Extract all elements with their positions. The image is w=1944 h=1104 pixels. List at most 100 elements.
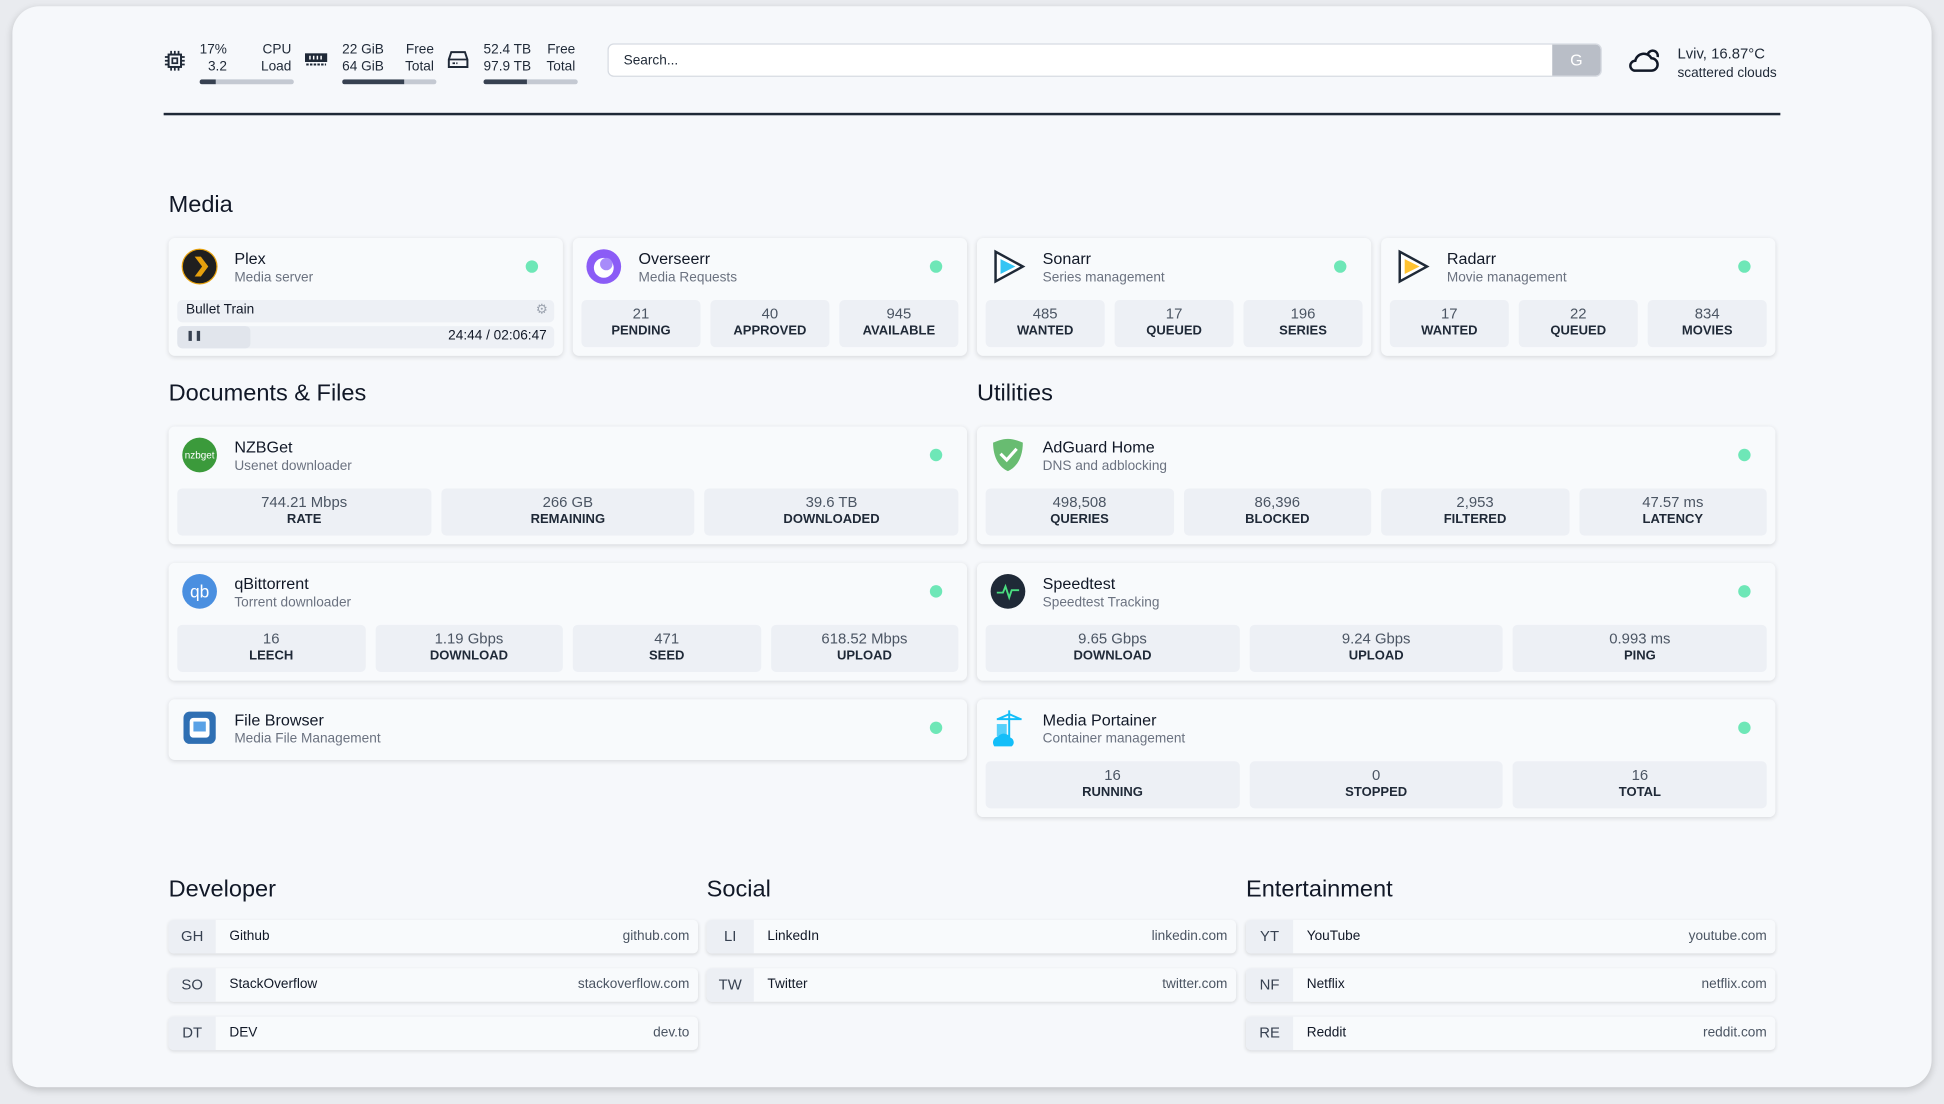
- stat-box: 2,953 FILTERED: [1381, 488, 1569, 536]
- settings-icon[interactable]: ⚙: [535, 302, 548, 318]
- stat-value: 17: [1165, 304, 1183, 323]
- stat-value: 17: [1441, 304, 1458, 323]
- stat-value: 21: [632, 304, 650, 323]
- stat-value: 1.19 Gbps: [434, 629, 504, 648]
- stat-label: LATENCY: [1642, 512, 1704, 527]
- bookmark-name: LinkedIn: [767, 928, 820, 944]
- bookmark-name: Twitter: [767, 976, 808, 992]
- service-card-overseerr[interactable]: Overseerr Media Requests 21 PENDING 40 APPROV…: [572, 238, 968, 356]
- stat-label: MOVIES: [1681, 323, 1733, 339]
- service-card-file-browser[interactable]: File Browser Media File Management: [168, 699, 968, 760]
- stat-value: 39.6 TB: [805, 493, 858, 511]
- bookmark-linkedin[interactable]: LI LinkedIn linkedin.com: [706, 919, 1237, 954]
- service-description: Movie management: [1446, 270, 1567, 286]
- service-name: Sonarr: [1042, 249, 1092, 268]
- service-stats: 16 LEECH 1.19 Gbps DOWNLOAD 471 SEED 618.52 Mb…: [177, 624, 959, 672]
- stat-label: RUNNING: [1082, 784, 1143, 800]
- filebrowser-icon: [181, 709, 218, 746]
- overseerr-icon: [585, 248, 622, 285]
- status-indicator: [1738, 721, 1751, 734]
- stat-value: 945: [886, 304, 912, 323]
- stat-label: SERIES: [1279, 323, 1327, 339]
- stat-label: BLOCKED: [1245, 512, 1310, 527]
- playback-progress[interactable]: ❚❚ 24:44 / 02:06:47: [177, 326, 555, 349]
- stat-label: RATE: [286, 512, 322, 527]
- stat-box: 471 SEED: [572, 624, 761, 672]
- now-playing-title-bar: Bullet Train ⚙: [177, 300, 555, 323]
- stat-box: 22 QUEUED: [1518, 300, 1638, 348]
- stat-value: 16: [262, 629, 280, 648]
- weather-location-temp: Lviv, 16.87°C: [1677, 44, 1766, 62]
- bookmark-dev[interactable]: DT DEV dev.to: [168, 1016, 699, 1051]
- stat-label: APPROVED: [733, 323, 807, 339]
- bookmark-url: reddit.com: [1703, 1025, 1767, 1041]
- stat-box: 9.24 Gbps UPLOAD: [1249, 624, 1504, 672]
- stat-box: 1.19 Gbps DOWNLOAD: [375, 624, 563, 672]
- service-name: AdGuard Home: [1042, 437, 1155, 457]
- search-box: G: [607, 43, 1602, 77]
- stat-label: QUEUED: [1550, 323, 1607, 339]
- service-card-qbittorrent[interactable]: qb qBittorrent Torrent downloader 16 LEECH 1.…: [168, 562, 968, 681]
- stat-label: LEECH: [249, 648, 294, 664]
- stat-box: 945 AVAILABLE: [839, 300, 959, 348]
- disk-free: 52.4 TB: [483, 42, 532, 58]
- plex-icon: [181, 248, 218, 285]
- status-indicator: [1738, 260, 1751, 273]
- bookmark-reddit[interactable]: RE Reddit reddit.com: [1245, 1016, 1776, 1051]
- section-developer: Developer: [168, 876, 276, 903]
- stat-value: 618.52 Mbps: [821, 629, 908, 648]
- stat-label: UPLOAD: [1348, 648, 1404, 664]
- service-description: Usenet downloader: [234, 458, 352, 474]
- bookmark-twitter[interactable]: TW Twitter twitter.com: [706, 968, 1237, 1002]
- service-card-sonarr[interactable]: Sonarr Series management 485 WANTED 17 QUEUED…: [976, 238, 1372, 356]
- service-card-radarr[interactable]: Radarr Movie management 17 WANTED 22 QUEUED 83…: [1381, 238, 1776, 356]
- service-card-nzbget[interactable]: nzbget NZBGet Usenet downloader 744.21 Mbps…: [168, 426, 968, 545]
- service-name: Plex: [234, 249, 266, 268]
- stat-box: 39.6 TB DOWNLOADED: [704, 488, 959, 536]
- service-stats: 21 PENDING 40 APPROVED 945 AVAILABLE: [581, 300, 959, 348]
- bookmark-github[interactable]: GH Github github.com: [168, 919, 699, 954]
- bookmark-stackoverflow[interactable]: SO StackOverflow stackoverflow.com: [168, 968, 699, 1002]
- status-indicator: [929, 721, 943, 734]
- stat-value: 40: [761, 304, 779, 323]
- service-card-plex[interactable]: Plex Media server Bullet Train ⚙ ❚❚ 24:44 / 0…: [168, 238, 563, 356]
- stat-box: 618.52 Mbps UPLOAD: [770, 624, 959, 672]
- bookmark-url: netflix.com: [1701, 976, 1767, 992]
- memory-icon: [304, 53, 328, 66]
- status-indicator: [525, 260, 539, 273]
- service-card-speedtest[interactable]: Speedtest Speedtest Tracking 9.65 Gbps DOWN…: [976, 562, 1776, 681]
- stat-value: 22: [1569, 304, 1587, 323]
- pause-icon[interactable]: ❚❚: [185, 329, 203, 341]
- portainer-icon: [989, 709, 1026, 747]
- stat-label: FILTERED: [1443, 512, 1507, 527]
- stat-box: 17 WANTED: [1389, 300, 1509, 348]
- service-description: Media File Management: [234, 731, 381, 747]
- stat-box: 17 QUEUED: [1114, 300, 1234, 348]
- stat-value: 9.65 Gbps: [1078, 629, 1147, 648]
- disk-free-label: Free: [547, 42, 576, 58]
- stat-value: 0: [1372, 766, 1381, 784]
- stat-box: 9.65 Gbps DOWNLOAD: [985, 624, 1240, 672]
- bookmark-youtube[interactable]: YT YouTube youtube.com: [1245, 919, 1776, 954]
- nzbget-icon: nzbget: [181, 436, 218, 473]
- service-name: File Browser: [234, 710, 324, 730]
- section-entertainment: Entertainment: [1245, 876, 1393, 903]
- service-card-media-portainer[interactable]: Media Portainer Container management 16 RUN…: [976, 699, 1776, 818]
- search-button[interactable]: G: [1552, 44, 1601, 76]
- stat-value: 834: [1694, 304, 1720, 323]
- bookmark-abbr: RE: [1245, 1016, 1294, 1051]
- stat-box: 21 PENDING: [581, 300, 701, 348]
- search-input[interactable]: [621, 52, 1494, 70]
- bookmark-netflix[interactable]: NF Netflix netflix.com: [1245, 968, 1776, 1002]
- stat-value: 9.24 Gbps: [1341, 629, 1411, 648]
- service-stats: 485 WANTED 17 QUEUED 196 SERIES: [985, 300, 1363, 348]
- stat-box: 47.57 ms LATENCY: [1578, 488, 1767, 536]
- svg-text:nzbget: nzbget: [185, 451, 215, 462]
- stat-box: 485 WANTED: [985, 300, 1105, 348]
- stat-label: PING: [1623, 648, 1656, 664]
- service-stats: 498,508 QUERIES 86,396 BLOCKED 2,953 FILTERED…: [985, 488, 1767, 536]
- service-card-adguard-home[interactable]: AdGuard Home DNS and adblocking 498,508 QUE…: [976, 426, 1776, 545]
- bookmark-abbr: DT: [168, 1016, 216, 1051]
- cpu-bar: [199, 79, 294, 85]
